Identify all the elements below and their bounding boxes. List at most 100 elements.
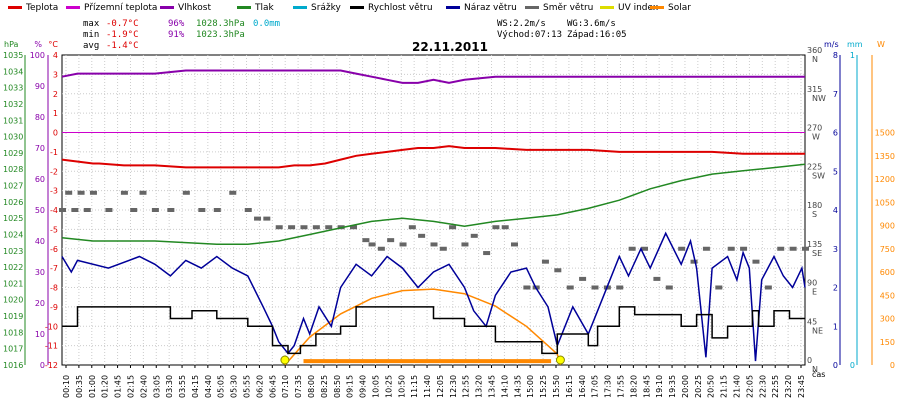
wind-direction-mark — [182, 190, 190, 195]
x-tick-label: 19:10 — [655, 375, 664, 398]
ms-tick-label: 8 — [833, 51, 838, 60]
wind-direction-mark — [77, 190, 85, 195]
stat-max-hum: 96% — [168, 19, 185, 29]
wind-direction-mark — [449, 225, 457, 230]
uv-marker — [555, 355, 565, 365]
x-tick-label: 19:35 — [668, 375, 677, 398]
temp-tick-label: 4 — [53, 51, 58, 60]
x-tick-label: 21:15 — [720, 375, 729, 398]
wind-direction-mark — [591, 285, 599, 290]
temp-tick-label: 2 — [53, 90, 58, 99]
temp-tick-label: -10 — [45, 322, 58, 331]
x-tick-label: 15:50 — [552, 375, 561, 398]
legend-label: Srážky — [311, 3, 342, 13]
dir-name-label: W — [812, 133, 820, 142]
x-tick-label: 14:35 — [513, 375, 522, 398]
x-tick-label: 13:45 — [488, 375, 497, 398]
legend-label: Směr větru — [543, 3, 593, 13]
wind-direction-mark — [275, 225, 283, 230]
x-tick-label: 01:00 — [88, 375, 97, 398]
x-tick-label: 01:20 — [101, 375, 110, 398]
wind-direction-mark — [802, 246, 809, 251]
wind-direction-mark — [368, 242, 376, 247]
humidity-line — [61, 69, 805, 84]
x-tick-label: 06:20 — [255, 375, 264, 398]
x-axis-label: čas — [812, 369, 825, 379]
dir-tick-label: 315 — [807, 85, 822, 94]
legend-swatch — [66, 6, 80, 9]
x-tick-label: 04:15 — [191, 375, 200, 398]
ms-tick-label: 1 — [833, 322, 838, 331]
wind-direction-mark — [167, 208, 175, 212]
wind-direction-mark — [387, 238, 395, 243]
temp-tick-label: -5 — [50, 225, 58, 234]
x-tick-label: 01:45 — [114, 375, 123, 398]
x-tick-label: 22:05 — [745, 375, 754, 398]
stat-min-label: min — [83, 30, 99, 40]
wind-direction-mark — [752, 259, 760, 264]
x-tick-label: 08:00 — [307, 375, 316, 398]
x-tick-label: 03:30 — [165, 375, 174, 398]
x-tick-label: 23:20 — [784, 375, 793, 398]
w-tick-label: 1200 — [875, 175, 895, 184]
stat-max-rain: 0.0mm — [253, 19, 280, 29]
stat-sunrise: Východ:07:13 — [497, 30, 562, 40]
temp-tick-label: -1 — [50, 148, 58, 157]
x-tick-label: 18:45 — [642, 375, 651, 398]
stat-avg-label: avg — [83, 41, 99, 51]
wind-direction-mark — [105, 208, 113, 212]
wind-direction-mark — [653, 276, 661, 281]
wind-direction-mark — [83, 208, 91, 212]
temp-tick-label: -9 — [50, 303, 58, 312]
wind-direction-mark — [198, 208, 206, 212]
mm-tick-label: 0 — [850, 361, 855, 370]
w-tick-label: 1050 — [875, 198, 895, 207]
x-tick-label: 21:40 — [733, 375, 742, 398]
hpa-tick-label: 1035 — [3, 51, 23, 60]
wind-direction-mark — [439, 246, 447, 251]
x-tick-label: 11:40 — [423, 375, 432, 398]
wind-direction-mark — [139, 190, 147, 195]
x-tick-label: 08:25 — [320, 375, 329, 398]
x-tick-label: 15:25 — [539, 375, 548, 398]
wind-direction-mark — [554, 268, 562, 273]
temp-tick-label: -12 — [45, 361, 58, 370]
legend-swatch — [160, 6, 174, 9]
x-tick-label: 02:40 — [139, 375, 148, 398]
x-tick-label: 17:30 — [604, 375, 613, 398]
wind-direction-mark — [566, 285, 574, 290]
x-axis: 00:10 00:35 01:00 01:20 01:45 02:15 02:40 03:05… — [62, 365, 806, 398]
legend-label: Solar — [668, 3, 691, 13]
x-tick-label: 09:40 — [359, 375, 368, 398]
x-tick-label: 18:20 — [629, 375, 638, 398]
x-tick-label: 10:05 — [371, 375, 380, 398]
wind-direction-mark — [399, 242, 407, 247]
temp-tick-label: -8 — [50, 284, 58, 293]
legend-swatch — [8, 6, 22, 9]
wind-direction-mark — [59, 208, 66, 212]
stat-avg-temp: -1.4°C — [106, 41, 139, 51]
stat-max-temp: -0.7°C — [106, 19, 139, 29]
x-tick-label: 12:30 — [449, 375, 458, 398]
stat-max-press: 1028.3hPa — [196, 19, 245, 29]
hpa-tick-label: 1027 — [3, 182, 23, 191]
wind-direction-mark — [362, 238, 370, 243]
ms-axis-unit: m/s — [824, 40, 839, 49]
hum-axis-unit: % — [34, 40, 42, 49]
stat-wg: WG:3.6m/s — [567, 19, 616, 29]
x-tick-label: 03:05 — [152, 375, 161, 398]
wind-direction-mark — [777, 246, 785, 251]
x-tick-label: 06:45 — [268, 375, 277, 398]
wind-direction-mark — [690, 259, 698, 264]
wind-direction-mark — [461, 242, 469, 247]
wind-direction-mark — [263, 216, 271, 221]
grid — [62, 55, 805, 365]
wind-direction-mark — [151, 208, 159, 212]
wind-direction-mark — [483, 251, 491, 256]
w-axis-unit: W — [877, 40, 885, 49]
dir-tick-label: 180 — [807, 201, 822, 210]
pressure-line — [61, 163, 806, 246]
ms-tick-label: 3 — [833, 245, 838, 254]
hum-tick-label: 70 — [35, 144, 45, 153]
